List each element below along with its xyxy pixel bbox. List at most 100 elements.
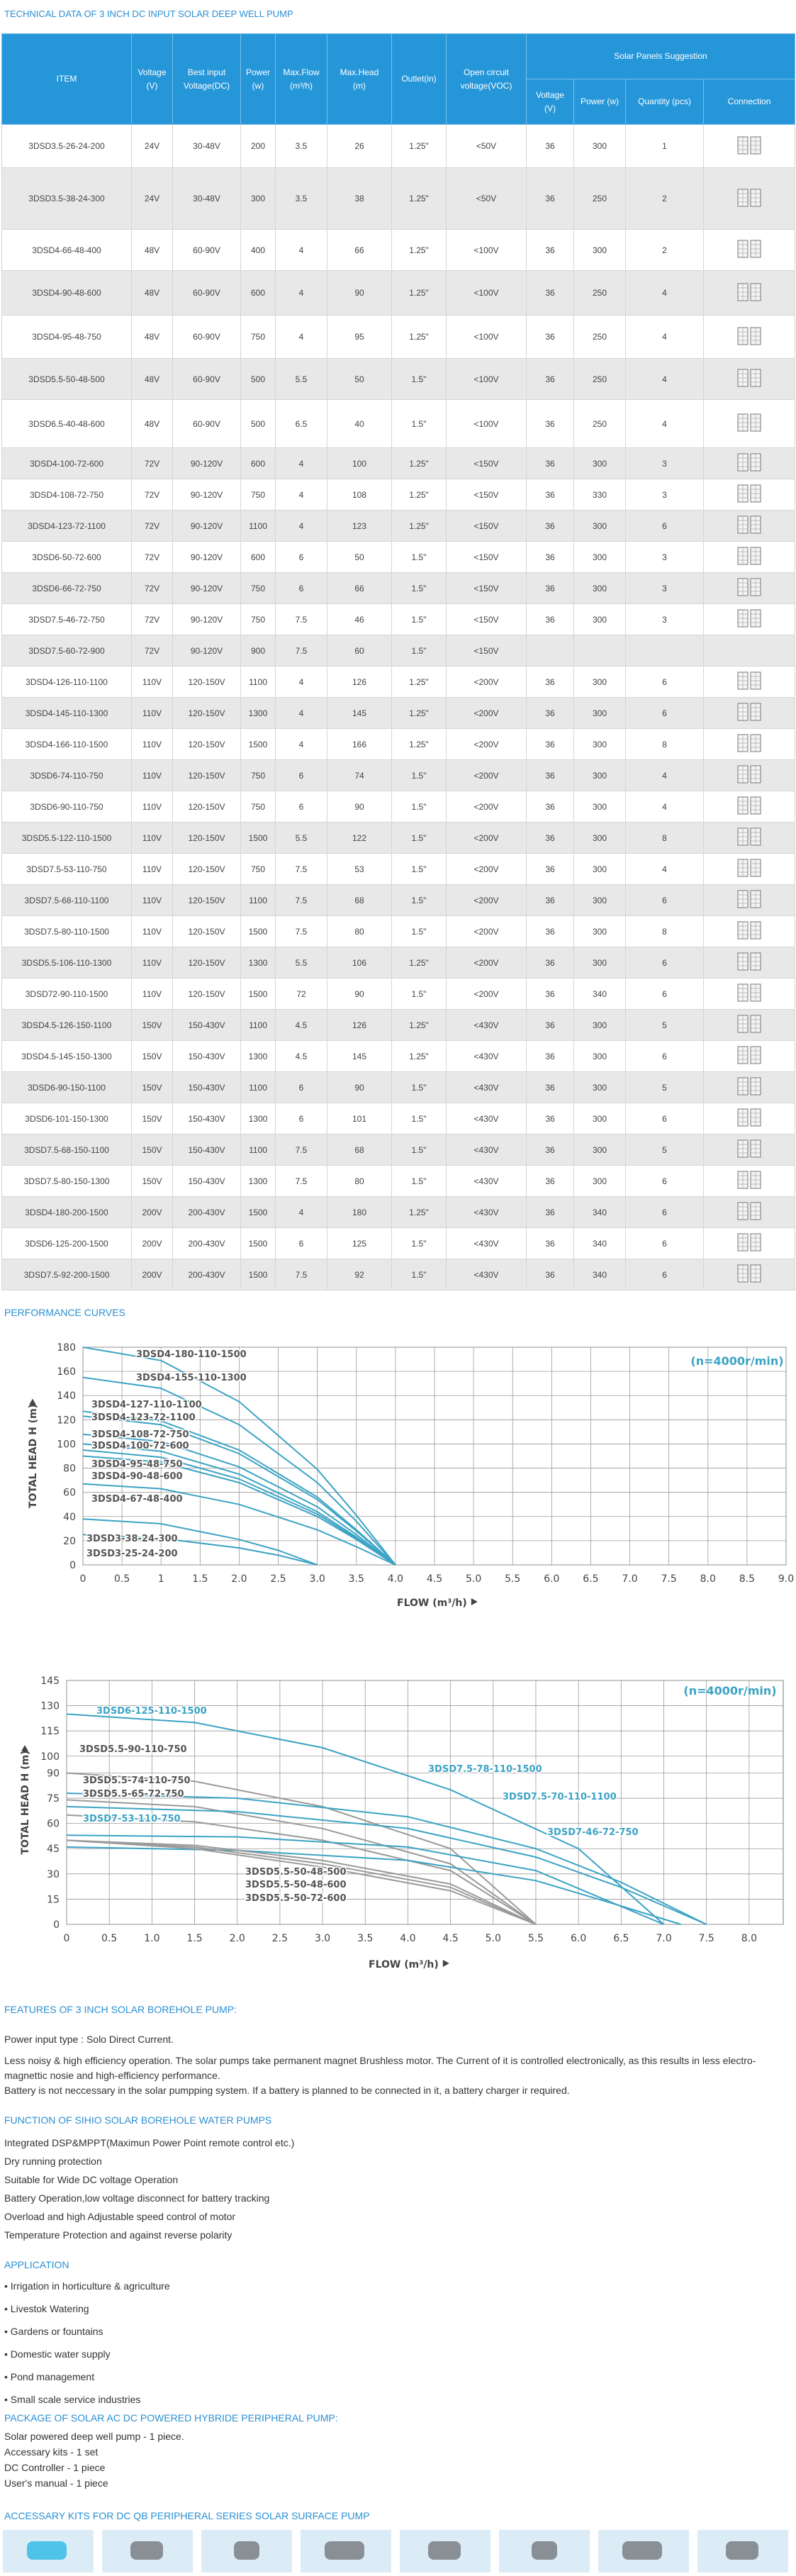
table-cell: 600 <box>240 541 276 573</box>
curve-label: 3DSD5.5-50-48-500 <box>245 1867 347 1878</box>
x-tick-label: 2.5 <box>270 1573 286 1585</box>
table-cell: 120-150V <box>172 666 241 698</box>
table-cell: 4 <box>275 270 327 316</box>
table-cell: 1.25" <box>391 947 447 978</box>
table-cell: 6 <box>625 978 704 1010</box>
header-text: ITEM <box>56 74 77 84</box>
table-cell: 150V <box>131 1071 173 1103</box>
table-cell: 1500 <box>240 1227 276 1259</box>
table-cell: 72V <box>131 510 173 542</box>
header-cell: Max.Head (m) <box>327 33 392 125</box>
table-cell: 123 <box>327 510 392 542</box>
list-item: Overload and high Adjustable speed contr… <box>4 2211 236 2222</box>
table-cell: 1.5" <box>391 1071 447 1103</box>
table-cell: 92 <box>327 1259 392 1290</box>
table-cell: 36 <box>526 1009 574 1041</box>
table-cell: 6 <box>275 1227 327 1259</box>
table-cell: 200-430V <box>172 1196 241 1228</box>
table-cell: 4 <box>625 791 704 823</box>
table-cell: 3.5 <box>275 124 327 168</box>
table-cell: 1500 <box>240 978 276 1010</box>
table-cell: <200V <box>446 666 527 698</box>
header-text: (m³/h) <box>290 80 313 91</box>
application-heading: APPLICATION <box>4 2259 69 2270</box>
table-row: 3DSD72-90-110-1500 110V 120-150V 1500 72 90 1.… <box>1 978 796 1010</box>
table-cell: 3.5 <box>275 167 327 230</box>
table-cell: 80 <box>327 1165 392 1197</box>
panel-icon <box>737 859 761 877</box>
table-cell: <430V <box>446 1259 527 1290</box>
table-cell: <430V <box>446 1040 527 1072</box>
connection-cell <box>702 915 796 947</box>
table-cell: 36 <box>526 884 574 916</box>
accessory-shape <box>234 2541 259 2560</box>
table-cell: 1300 <box>240 947 276 978</box>
curve <box>66 1834 664 1925</box>
curve <box>66 1846 681 1925</box>
table-cell: 200V <box>131 1196 173 1228</box>
accessory-image <box>598 2530 689 2572</box>
header-text: Outlet(in) <box>401 74 437 84</box>
table-cell: 300 <box>573 915 626 947</box>
y-tick-label: 20 <box>63 1536 76 1547</box>
table-cell: 6 <box>275 541 327 573</box>
header-text: Power <box>245 67 270 77</box>
table-cell: 1 <box>625 124 704 168</box>
accessory-image <box>102 2530 193 2572</box>
table-cell: 1.5" <box>391 399 447 448</box>
table-cell: 60-90V <box>172 315 241 359</box>
table-cell: 340 <box>573 978 626 1010</box>
list-item: User's manual - 1 piece <box>4 2477 108 2489</box>
panel-icon <box>737 547 761 565</box>
accessory-part <box>27 2541 67 2560</box>
x-tick-label: 1.0 <box>144 1933 159 1944</box>
table-cell: 126 <box>327 1009 392 1041</box>
x-tick-label: 0 <box>80 1573 86 1585</box>
connection-cell <box>702 479 796 511</box>
list-item: Suitable for Wide DC voltage Operation <box>4 2174 179 2185</box>
list-item: • Small scale service industries <box>4 2394 141 2405</box>
table-cell: 72V <box>131 635 173 667</box>
panel-icon <box>737 734 761 752</box>
y-tick-label: 160 <box>57 1366 76 1378</box>
table-cell: 48V <box>131 270 173 316</box>
table-cell: <200V <box>446 853 527 885</box>
table-cell: <430V <box>446 1134 527 1166</box>
table-row: 3DSD4-126-110-1100 110V 120-150V 1100 4 126 1.… <box>1 666 796 698</box>
accessory-image <box>301 2530 391 2572</box>
table-cell: 5 <box>625 1134 704 1166</box>
header-group: Solar Panels Suggestion <box>525 33 796 79</box>
table-cell: 36 <box>526 947 574 978</box>
y-axis-label: TOTAL HEAD H (m) <box>28 1404 39 1508</box>
connection-cell <box>702 978 796 1010</box>
table-cell: 300 <box>573 1040 626 1072</box>
table-cell: <100V <box>446 270 527 316</box>
connection-cell <box>702 697 796 729</box>
table-cell: 4 <box>625 358 704 400</box>
connection-cell <box>702 791 796 823</box>
table-cell: 6.5 <box>275 399 327 448</box>
connection-cell <box>702 1259 796 1290</box>
table-cell: 36 <box>526 124 574 168</box>
curve <box>82 1483 396 1566</box>
connection-cell <box>702 510 796 542</box>
header-cell: ITEM <box>1 33 132 125</box>
table-cell: 3DSD7.5-60-72-900 <box>1 635 132 667</box>
table-cell: 3DSD7.5-92-200-1500 <box>1 1259 132 1290</box>
table-cell: 5 <box>625 1071 704 1103</box>
x-tick-label: 5.5 <box>528 1933 544 1944</box>
table-cell: 3DSD4-123-72-1100 <box>1 510 132 542</box>
header-cell: Power (w) <box>240 33 276 125</box>
table-cell: <430V <box>446 1071 527 1103</box>
list-item: Temperature Protection and against rever… <box>4 2229 232 2241</box>
curve <box>66 1814 537 1925</box>
table-cell: 36 <box>526 759 574 791</box>
table-cell: 6 <box>275 1103 327 1134</box>
table-cell: 1500 <box>240 822 276 854</box>
header-cell: Quantity (pcs) <box>625 79 704 125</box>
panel-icon <box>737 1139 761 1158</box>
table-cell: 250 <box>573 167 626 230</box>
table-cell: 3DSD4-66-48-400 <box>1 229 132 271</box>
x-tick-label: 4.0 <box>388 1573 403 1585</box>
table-cell: 900 <box>240 635 276 667</box>
